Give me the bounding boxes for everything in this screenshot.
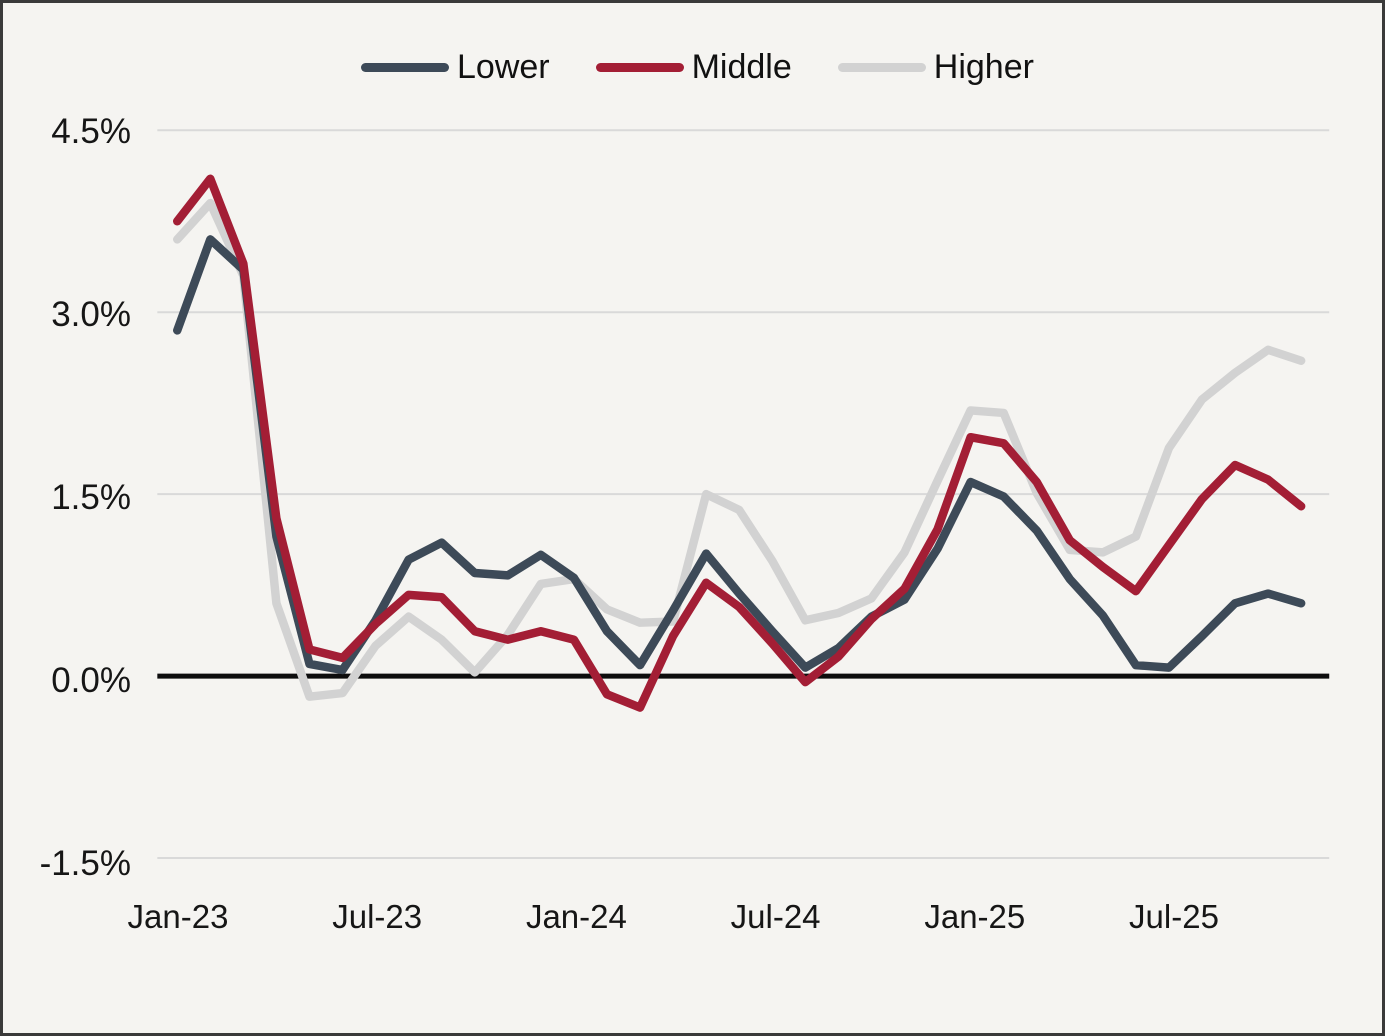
y-tick-3.0%: 3.0% — [51, 295, 131, 334]
legend-label-middle: Middle — [691, 48, 792, 86]
legend-item-higher: Higher — [837, 48, 1034, 86]
legend: Lower Middle Higher — [361, 45, 1034, 89]
x-tick-Jan-25: Jan-25 — [924, 898, 1026, 935]
legend-swatch-middle — [595, 62, 684, 72]
legend-item-lower: Lower — [361, 50, 550, 84]
series-line-higher — [173, 198, 1306, 701]
x-tick-Jul-23: Jul-23 — [332, 898, 423, 935]
legend-swatch-lower — [361, 62, 449, 72]
x-tick-Jan-24: Jan-24 — [525, 898, 627, 935]
legend-swatch-higher — [837, 62, 926, 72]
x-tick-Jul-25: Jul-25 — [1129, 898, 1219, 935]
x-tick-Jan-23: Jan-23 — [127, 898, 229, 935]
chart-canvas — [157, 129, 1330, 860]
legend-item-middle: Middle — [595, 48, 792, 86]
y-tick-4.5%: 4.5% — [51, 112, 131, 151]
y-tick-1.5%: 1.5% — [51, 478, 131, 517]
y-tick--1.5%: -1.5% — [39, 844, 131, 883]
y-tick-0.0%: 0.0% — [51, 661, 131, 700]
series-line-middle — [173, 174, 1306, 712]
legend-label-lower: Lower — [457, 48, 550, 86]
x-tick-Jul-24: Jul-24 — [730, 898, 821, 935]
legend-label-higher: Higher — [933, 48, 1034, 86]
